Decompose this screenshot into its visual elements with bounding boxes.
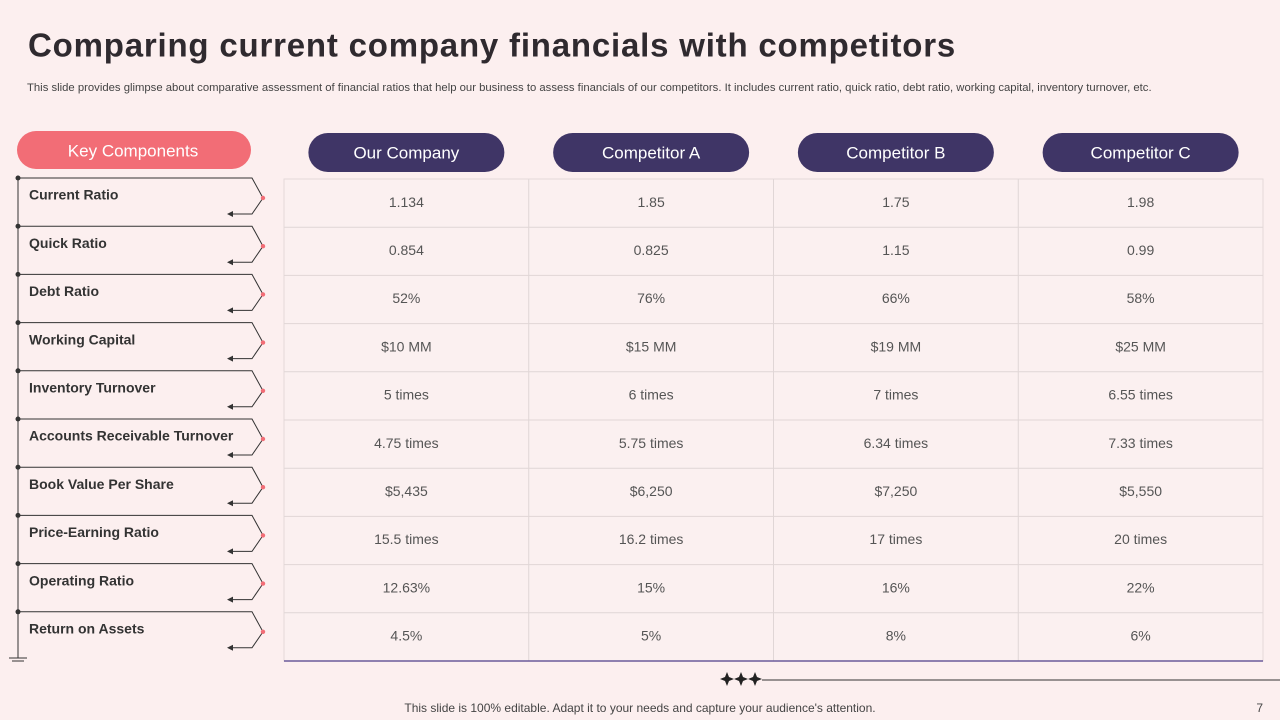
- cell: $10 MM: [381, 338, 432, 354]
- row-dot: [15, 609, 21, 615]
- page-number: 7: [1256, 701, 1263, 715]
- cell: 1.134: [389, 194, 424, 210]
- cell: 0.854: [389, 242, 424, 258]
- cell: 20 times: [1114, 531, 1167, 547]
- arrow-head: [227, 403, 233, 410]
- cell: 15.5 times: [374, 531, 439, 547]
- row-label: Operating Ratio: [29, 572, 134, 588]
- cell: 4.75 times: [374, 435, 439, 451]
- column-header: Competitor C: [1091, 143, 1191, 162]
- cell: 6%: [1131, 628, 1151, 644]
- column-header: Our Company: [353, 143, 459, 162]
- arrow-head: [227, 307, 233, 314]
- cell: 16.2 times: [619, 531, 684, 547]
- cell: $6,250: [630, 483, 673, 499]
- cell: 5%: [641, 628, 661, 644]
- cell: 1.75: [882, 194, 909, 210]
- column-header: Competitor A: [602, 143, 701, 162]
- tip-dot: [260, 533, 266, 538]
- row-label: Accounts Receivable Turnover: [29, 428, 234, 444]
- cell: 7 times: [873, 387, 918, 403]
- row-dot: [15, 464, 21, 470]
- row-dot: [15, 271, 21, 277]
- arrow-head: [227, 355, 233, 362]
- row-label: Quick Ratio: [29, 235, 107, 251]
- cell: 6 times: [629, 387, 674, 403]
- cell: $5,435: [385, 483, 428, 499]
- row-label: Inventory Turnover: [29, 380, 156, 396]
- cell: 15%: [637, 579, 665, 595]
- cell: 1.85: [638, 194, 665, 210]
- cell: 5 times: [384, 387, 429, 403]
- cell: 66%: [882, 290, 910, 306]
- row-dot: [15, 175, 21, 181]
- cell: 6.34 times: [864, 435, 929, 451]
- row-label: Current Ratio: [29, 187, 118, 203]
- tip-dot: [260, 244, 266, 249]
- cell: 5.75 times: [619, 435, 684, 451]
- key-pill: [17, 131, 251, 169]
- tip-dot: [260, 340, 266, 345]
- row-dot: [15, 223, 21, 229]
- row-label: Return on Assets: [29, 621, 145, 637]
- cell: 16%: [882, 579, 910, 595]
- row-label: Book Value Per Share: [29, 476, 174, 492]
- cell: $5,550: [1119, 483, 1162, 499]
- tip-dot: [260, 436, 266, 442]
- cell: 6.55 times: [1108, 387, 1173, 403]
- tip-dot: [260, 292, 266, 297]
- arrow-head: [227, 500, 233, 507]
- row-dot: [15, 561, 21, 567]
- column-pill: [553, 133, 750, 172]
- cell: 0.99: [1127, 242, 1154, 258]
- stars: [720, 672, 762, 686]
- tip-dot: [260, 388, 266, 393]
- cell: 0.825: [634, 242, 669, 258]
- tip-dot: [260, 581, 266, 586]
- column-pill: [308, 133, 505, 172]
- column-pill: [1042, 133, 1239, 172]
- arrow-head: [227, 644, 233, 651]
- cell: $7,250: [874, 483, 917, 499]
- cell: 76%: [637, 290, 665, 306]
- cell: 17 times: [869, 531, 922, 547]
- cell: 22%: [1127, 579, 1155, 595]
- arrow-head: [227, 211, 233, 217]
- cell: $19 MM: [871, 338, 922, 354]
- row-label: Price-Earning Ratio: [29, 524, 159, 540]
- cell: $15 MM: [626, 338, 677, 354]
- row-label: Working Capital: [29, 331, 135, 347]
- title: Comparing current company financials wit…: [28, 27, 956, 64]
- cell: 58%: [1127, 290, 1155, 306]
- cell: 1.15: [882, 242, 909, 258]
- cell: $25 MM: [1115, 338, 1166, 354]
- tip-dot: [260, 629, 266, 634]
- subtitle: This slide provides glimpse about compar…: [27, 82, 1152, 94]
- cell: 7.33 times: [1108, 435, 1173, 451]
- tip-dot: [260, 195, 266, 201]
- cell: 52%: [392, 290, 420, 306]
- row-dot: [15, 368, 21, 374]
- footer-note: This slide is 100% editable. Adapt it to…: [404, 701, 875, 715]
- key-header: Key Components: [68, 141, 198, 160]
- arrow-head: [227, 596, 233, 603]
- cell: 8%: [886, 628, 906, 644]
- tip-dot: [260, 485, 266, 490]
- column-header: Competitor B: [846, 143, 945, 162]
- row-dot: [15, 512, 21, 518]
- column-pill: [797, 133, 994, 172]
- row-label: Debt Ratio: [29, 283, 99, 299]
- cell: 1.98: [1127, 194, 1154, 210]
- cell: 4.5%: [390, 628, 422, 644]
- arrow-head: [227, 259, 233, 266]
- row-dot: [15, 416, 21, 422]
- arrow-head: [227, 452, 233, 458]
- arrow-head: [227, 548, 233, 555]
- row-dot: [15, 320, 21, 326]
- cell: 12.63%: [383, 579, 430, 595]
